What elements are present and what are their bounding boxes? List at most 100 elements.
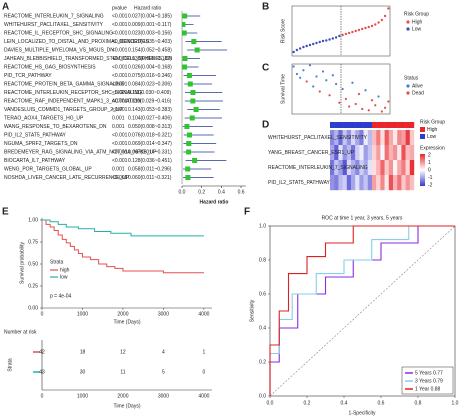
hr-text: 0.075(0.016~0.346) xyxy=(128,73,172,79)
color-scale xyxy=(420,154,425,186)
risk-group-cell xyxy=(372,122,377,128)
heat-cell xyxy=(376,145,381,161)
legend-marker xyxy=(406,84,410,88)
heat-cell xyxy=(380,160,385,176)
x-tick-label: 1000 xyxy=(77,393,88,399)
p-value: 0.001 xyxy=(112,166,125,172)
survival-point xyxy=(295,72,298,76)
hr-box xyxy=(190,98,196,104)
heat-cell xyxy=(338,160,343,176)
hr-text: 0.128(0.036~0.451) xyxy=(128,158,172,164)
p-value: <0.001 xyxy=(112,39,128,45)
x-tick-label: 0.2 xyxy=(198,189,205,195)
hr-box xyxy=(182,56,188,61)
risk-point xyxy=(302,45,305,49)
heat-cell xyxy=(355,160,360,176)
risk-point xyxy=(318,40,321,44)
risk-group-cell xyxy=(367,122,373,128)
risk-group-cell xyxy=(346,122,352,128)
heat-cell xyxy=(367,130,373,146)
risk-count: 18 xyxy=(80,349,86,355)
heat-cell xyxy=(330,160,335,176)
heat-cell xyxy=(405,160,410,176)
survival-point xyxy=(351,81,354,84)
row-name: NOSHDA_LIVER_CANCER_LATE_RECURRENCE_UP xyxy=(4,175,130,181)
hr-text: 0.067(0.014~0.331) xyxy=(128,149,172,155)
x-tick-label: 0.6 xyxy=(378,400,385,406)
hr-box xyxy=(186,149,192,155)
hr-box xyxy=(182,13,188,19)
legend-label: 3 Years 0.79 xyxy=(415,378,443,384)
legend-swatch xyxy=(420,127,425,132)
row-name: PID_TCR_PATHWAY xyxy=(4,73,52,79)
legend-label: high xyxy=(60,267,70,273)
risk-group-cell xyxy=(397,122,402,128)
p-value: <0.001 xyxy=(112,47,128,53)
legend-label: High xyxy=(427,127,438,133)
panel-label: E xyxy=(2,207,9,218)
row-name: REACTOME_INTERLEUKIN_7_SIGNALING xyxy=(4,13,104,19)
heat-cell xyxy=(372,175,377,191)
risk-group-cell xyxy=(409,122,415,128)
risk-point xyxy=(292,50,295,54)
row-label: REACTOME_INTERLEUKIN_7_SIGNALING xyxy=(268,165,368,171)
x-tick-label: 0.2 xyxy=(304,400,311,406)
heat-cell xyxy=(384,145,389,161)
y-tick-label: 1.00 xyxy=(28,217,38,223)
risk-group-cell xyxy=(359,122,364,128)
row-name: REACTOME_PROTEIN_BETA_GAMMA_SIGNALING xyxy=(4,81,125,87)
y-tick-label: 0.50 xyxy=(28,261,38,267)
survival-point xyxy=(354,102,357,106)
heat-cell xyxy=(405,145,410,161)
row-label: WHITEHURST_PACLITAXEL_SENSITIVITY xyxy=(268,135,368,141)
x-tick-label: 3000 xyxy=(158,393,169,399)
hr-text: 0.076(0.018~0.321) xyxy=(128,132,172,138)
risk-group-cell xyxy=(380,122,385,128)
x-axis-label: 1-Specificity xyxy=(349,410,376,416)
heat-cell xyxy=(409,160,415,176)
heat-cell xyxy=(367,145,373,161)
heat-cell xyxy=(376,160,381,176)
scale-label: 1 xyxy=(428,160,431,166)
survival-point xyxy=(367,109,370,112)
y-tick-label: 0.00 xyxy=(28,305,38,311)
risk-group-cell xyxy=(342,122,347,128)
risk-count: 0 xyxy=(203,369,206,375)
survival-point xyxy=(292,65,295,68)
row-name: TERAO_AOX4_TARGETS_HG_UP xyxy=(4,115,84,121)
x-tick-label: 0.4 xyxy=(341,400,348,406)
heat-cell xyxy=(393,145,398,161)
risk-point xyxy=(354,29,357,33)
heat-cell xyxy=(342,175,347,191)
hr-text: 0.023(0.003~0.156) xyxy=(128,30,172,36)
x-tick-label: 0 xyxy=(41,311,44,317)
p-value: <0.001 xyxy=(112,73,128,79)
hr-box xyxy=(185,175,191,180)
heat-cell xyxy=(388,175,394,191)
risk-point xyxy=(374,23,377,26)
chart-title: ROC at time 1 year, 3 years, 5 years xyxy=(322,215,403,221)
p-value: p = 4e-04 xyxy=(50,293,71,299)
y-tick-label: 1.0 xyxy=(259,223,266,229)
risk-group-cell xyxy=(351,122,356,128)
hr-text: 0.154(0.052~0.458) xyxy=(128,47,172,53)
x-axis-label: Hazard ratio xyxy=(200,199,229,205)
heat-cell xyxy=(397,145,402,161)
heat-cell xyxy=(346,130,352,146)
row-name: REACTOME_HS_GAG_BIOSYNTHESIS xyxy=(4,64,96,70)
legend-label: Low xyxy=(427,134,437,140)
risk-point xyxy=(295,48,299,52)
risk-point xyxy=(361,27,364,31)
heat-cell xyxy=(346,160,352,176)
hr-box xyxy=(190,90,196,95)
risk-point xyxy=(380,18,384,22)
heat-cell xyxy=(346,175,352,191)
heat-cell xyxy=(376,175,381,191)
survival-point xyxy=(384,106,387,109)
legend-label: 5 Years 0.77 xyxy=(415,370,443,376)
survival-point xyxy=(318,90,321,93)
hr-text: 0.069(0.014~0.347) xyxy=(128,141,172,147)
risk-point xyxy=(298,47,302,50)
legend-title: Risk Group xyxy=(404,11,429,17)
heat-cell xyxy=(409,130,415,146)
